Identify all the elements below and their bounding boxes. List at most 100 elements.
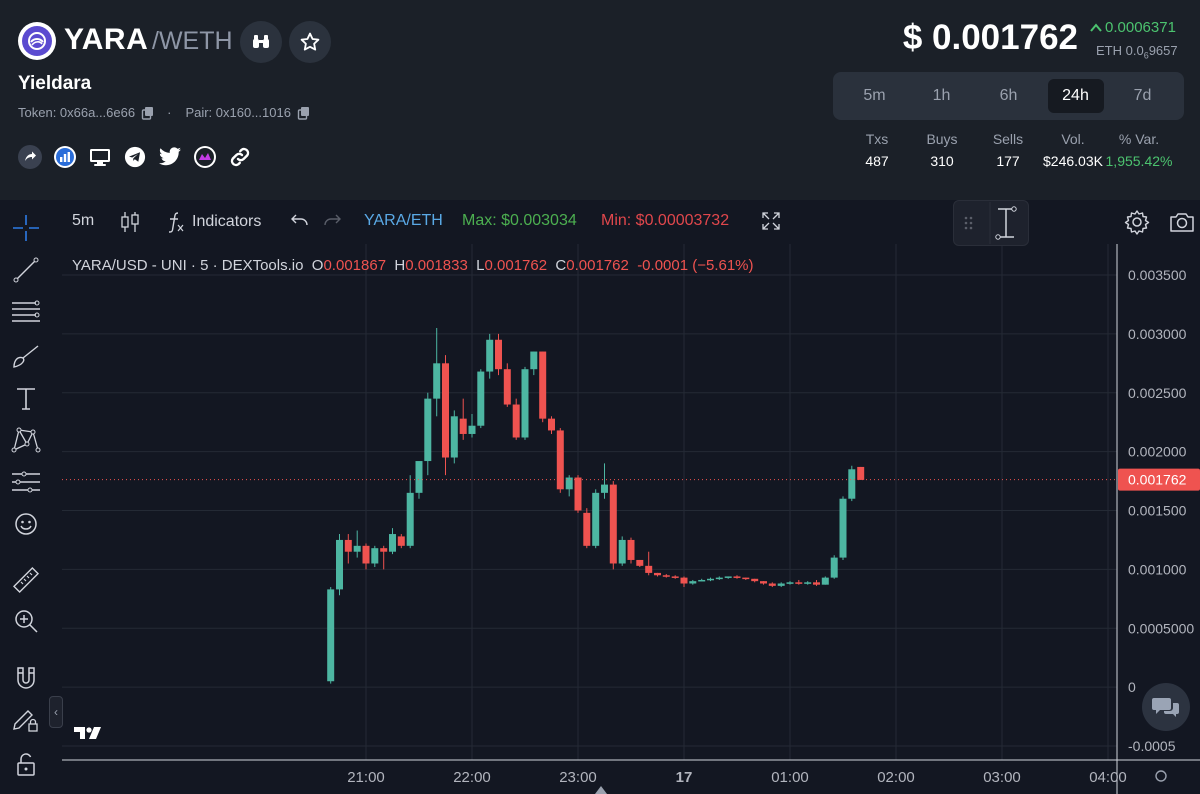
magnet-tool[interactable] [10,662,42,694]
candle-up [521,369,529,438]
stat-value: $246.03K [1043,153,1103,169]
chart-type-button[interactable] [120,210,140,234]
pencil-lock-icon [13,710,38,732]
candle-up [689,581,697,584]
candle-down [512,404,520,438]
trend-line-icon [13,257,39,283]
copy-link-button[interactable] [228,145,252,169]
token-name: Yieldara [18,73,92,94]
candle-down [583,512,591,546]
tradingview-logo-icon [74,727,101,739]
candle-up [406,492,414,546]
tradingview-logo[interactable] [70,719,106,747]
brush-tool[interactable] [10,340,42,372]
timeframe-1h[interactable]: 1h [932,87,951,104]
candle-down [857,466,865,480]
star-icon [300,32,320,51]
candle-down [768,583,776,586]
indicators-button[interactable]: Indicators [166,210,261,234]
undo-button[interactable] [290,211,310,231]
link-icon [230,147,250,167]
pattern-tool[interactable] [10,424,42,456]
candle-down [795,582,803,584]
lock-all-tool[interactable] [10,748,42,780]
copy-icon [141,106,154,120]
trend-line-tool[interactable] [10,254,42,286]
arrow-up-icon [1090,23,1102,32]
social-links [18,145,252,169]
favorite-button[interactable] [289,21,331,63]
undo-icon [291,214,308,226]
chat-button[interactable] [1142,683,1190,731]
binoculars-button[interactable] [240,21,282,63]
candle-up [601,484,608,493]
candle-up [777,583,785,586]
smiley-icon [15,513,37,535]
price-axis-label: 0.001500 [1128,503,1187,519]
price-axis-label: 0 [1128,679,1136,695]
stat-variation: % Var. 1,955.42% [1104,131,1174,169]
candle-up [450,416,458,458]
brush-icon [13,345,39,368]
measure-tool[interactable] [10,564,42,596]
fullscreen-button[interactable] [760,210,782,232]
low-label: L [476,257,485,274]
stat-label: Buys [926,131,958,147]
floating-drawing-widget[interactable] [953,200,1029,246]
candle-down [636,559,644,566]
timeframe-6h[interactable]: 6h [999,87,1018,104]
chart-top-toolbar: 5m Indicators YARA/ETH Max: $0.003034 Mi… [62,200,1200,244]
dex-link[interactable] [193,145,217,169]
time-axis-marker [595,786,607,794]
share-button[interactable] [18,145,42,169]
dextools-chart-link[interactable] [53,145,77,169]
settings-button[interactable] [1124,209,1150,235]
redo-icon [324,214,341,226]
candle-up [371,548,379,564]
candle-down [742,577,750,580]
telegram-link[interactable] [123,145,147,169]
monitor-icon [90,149,110,166]
redo-button[interactable] [322,211,342,231]
zoom-in-icon [15,610,38,633]
open-label: O [311,257,324,274]
crosshair-tool[interactable] [10,212,42,244]
ohlc-legend: YARA/USD - UNI · 5 · DEXTools.io O0.0018… [72,257,754,274]
timeframe-24h[interactable]: 24h [1047,79,1104,113]
copy-pair-address-button[interactable] [297,106,311,120]
forecast-icon [12,471,40,493]
series-title: YARA/USD - UNI · 5 · DEXTools.io [72,257,304,274]
text-cursor-icon [989,202,1017,244]
close-value: 0.001762 [566,257,629,274]
symbol-label[interactable]: YARA/ETH [364,212,443,229]
timeframe-7d[interactable]: 7d [1133,87,1152,104]
candle-down [495,339,502,370]
text-tool[interactable] [10,382,42,414]
toolbar-collapse-button[interactable]: ‹ [49,696,63,728]
price-axis-label: 0.003000 [1128,326,1187,342]
fib-tool[interactable] [10,296,42,328]
dex-logo-icon [194,146,216,168]
icons-tool[interactable] [10,508,42,540]
max-price-label: Max: $0.003034 [462,212,577,229]
tradingview-chart: 0.003500 0.003000 0.002500 0.002000 0.001500… [0,200,1200,794]
function-icon [168,212,184,233]
stat-value: 310 [930,153,954,169]
lock-drawing-tool[interactable] [10,704,42,736]
prediction-tool[interactable] [10,466,42,498]
twitter-icon [159,147,181,166]
copy-token-address-button[interactable] [141,106,155,120]
website-link[interactable] [88,145,112,169]
screenshot-button[interactable] [1168,209,1196,235]
timeframe-5m[interactable]: 5m [863,87,886,104]
candle-down [654,572,661,576]
candle-down [574,477,582,511]
interval-selector[interactable]: 5m [72,212,95,229]
price-chart[interactable]: 0.003500 0.003000 0.002500 0.002000 0.001500… [0,200,1200,794]
zoom-tool[interactable] [10,605,42,637]
candle-up [821,577,829,585]
twitter-link[interactable] [158,145,182,169]
stat-label: Vol. [1061,131,1085,147]
stat-volume: Vol. $246.03K [1040,131,1106,169]
candle-up [327,589,335,682]
